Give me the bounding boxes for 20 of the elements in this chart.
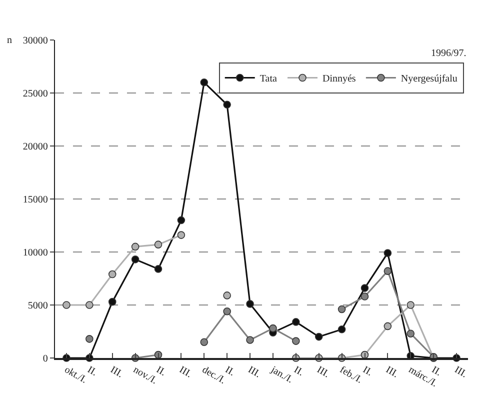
y-tick-label: 25000 bbox=[22, 88, 48, 100]
x-tick-label: III. bbox=[177, 364, 194, 380]
y-tick-label: 5000 bbox=[28, 300, 48, 312]
legend-label: Dinnyés bbox=[322, 74, 356, 85]
x-tick-label: III. bbox=[452, 364, 469, 380]
y-tick-label: 20000 bbox=[22, 142, 48, 152]
x-tick-label: II. bbox=[154, 364, 168, 379]
x-tick-label: III. bbox=[384, 364, 400, 380]
x-tick-label: II. bbox=[223, 364, 237, 379]
y-tick-label: 30000 bbox=[22, 36, 48, 46]
x-tick-label: III. bbox=[246, 364, 262, 380]
y-tick-label: 10000 bbox=[22, 248, 48, 258]
x-tick-label: III. bbox=[108, 364, 125, 380]
y-tick-label: 0 bbox=[42, 354, 48, 364]
annotation: 1996/97. bbox=[431, 48, 466, 59]
x-tick-label: III. bbox=[314, 364, 332, 380]
legend-label: Nyergesújfalu bbox=[400, 74, 458, 85]
legend-label: Tata bbox=[260, 74, 278, 85]
y-tick-label: 15000 bbox=[22, 194, 48, 206]
y-axis-title: n bbox=[7, 35, 12, 46]
